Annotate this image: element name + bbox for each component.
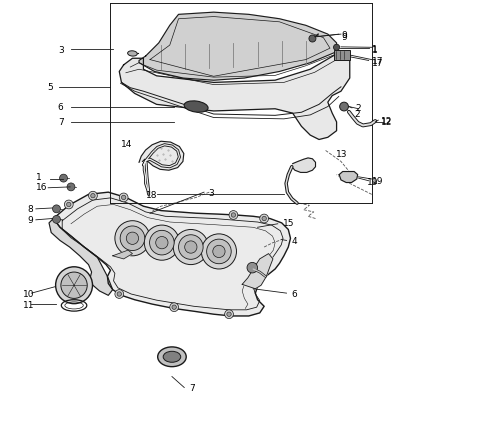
Text: 7: 7 <box>58 118 63 127</box>
Text: 11: 11 <box>23 300 34 309</box>
Text: 9: 9 <box>341 33 347 42</box>
Circle shape <box>156 237 168 249</box>
Circle shape <box>229 211 238 220</box>
Text: 6: 6 <box>292 289 298 298</box>
Circle shape <box>64 201 73 209</box>
Polygon shape <box>53 193 290 316</box>
Text: 1: 1 <box>372 45 377 53</box>
Circle shape <box>185 241 197 254</box>
Circle shape <box>170 303 179 312</box>
Circle shape <box>227 312 231 317</box>
Circle shape <box>91 194 95 198</box>
Text: 2: 2 <box>354 110 360 118</box>
Circle shape <box>225 310 233 319</box>
FancyBboxPatch shape <box>335 51 350 60</box>
Circle shape <box>56 267 93 304</box>
Circle shape <box>52 216 60 224</box>
Text: 12: 12 <box>381 117 393 125</box>
Circle shape <box>120 226 145 251</box>
Circle shape <box>173 230 208 265</box>
Polygon shape <box>292 159 315 173</box>
Circle shape <box>260 215 268 223</box>
Circle shape <box>88 192 97 201</box>
Text: 1: 1 <box>372 46 377 55</box>
Polygon shape <box>113 251 132 259</box>
Text: 9: 9 <box>27 216 33 225</box>
Ellipse shape <box>158 347 186 367</box>
Text: 19: 19 <box>367 177 379 186</box>
Text: 6: 6 <box>58 103 63 112</box>
Circle shape <box>115 221 150 256</box>
Circle shape <box>115 290 124 299</box>
Circle shape <box>213 246 225 258</box>
Circle shape <box>340 103 348 112</box>
Text: 17: 17 <box>372 59 383 68</box>
Polygon shape <box>242 254 273 289</box>
Text: 18: 18 <box>145 191 157 199</box>
Circle shape <box>202 234 237 269</box>
Circle shape <box>126 233 139 245</box>
Text: 4: 4 <box>292 237 298 245</box>
Text: 17: 17 <box>372 57 383 66</box>
Text: 16: 16 <box>36 183 48 192</box>
Circle shape <box>247 263 258 273</box>
Text: 13: 13 <box>336 150 347 159</box>
Text: 19: 19 <box>372 177 383 186</box>
Circle shape <box>206 240 231 264</box>
Text: 10: 10 <box>23 289 34 298</box>
Text: 14: 14 <box>120 140 132 149</box>
Ellipse shape <box>163 351 181 363</box>
Circle shape <box>309 36 316 43</box>
Polygon shape <box>139 142 184 171</box>
Circle shape <box>262 217 266 221</box>
Text: 5: 5 <box>47 83 53 92</box>
Circle shape <box>119 194 128 202</box>
Circle shape <box>334 45 340 51</box>
Circle shape <box>67 203 71 207</box>
Text: 3: 3 <box>208 188 214 197</box>
Circle shape <box>150 231 174 255</box>
Circle shape <box>172 305 176 310</box>
Polygon shape <box>339 172 358 183</box>
Text: 15: 15 <box>283 219 295 228</box>
Circle shape <box>61 272 87 299</box>
Text: 1: 1 <box>36 173 42 182</box>
Text: 2: 2 <box>355 104 360 113</box>
Circle shape <box>60 175 68 183</box>
Circle shape <box>121 196 126 200</box>
Circle shape <box>52 205 60 213</box>
Ellipse shape <box>128 52 137 57</box>
Text: 8: 8 <box>27 205 33 214</box>
Circle shape <box>67 184 75 191</box>
Text: 7: 7 <box>190 383 195 392</box>
Text: 3: 3 <box>58 46 63 55</box>
Circle shape <box>231 213 236 218</box>
Polygon shape <box>119 55 350 140</box>
Circle shape <box>144 226 180 261</box>
Ellipse shape <box>184 102 208 113</box>
Polygon shape <box>49 219 113 296</box>
Text: 9: 9 <box>341 31 347 39</box>
Polygon shape <box>139 13 336 81</box>
Circle shape <box>117 292 121 297</box>
Circle shape <box>179 235 203 260</box>
Text: 12: 12 <box>381 118 392 127</box>
